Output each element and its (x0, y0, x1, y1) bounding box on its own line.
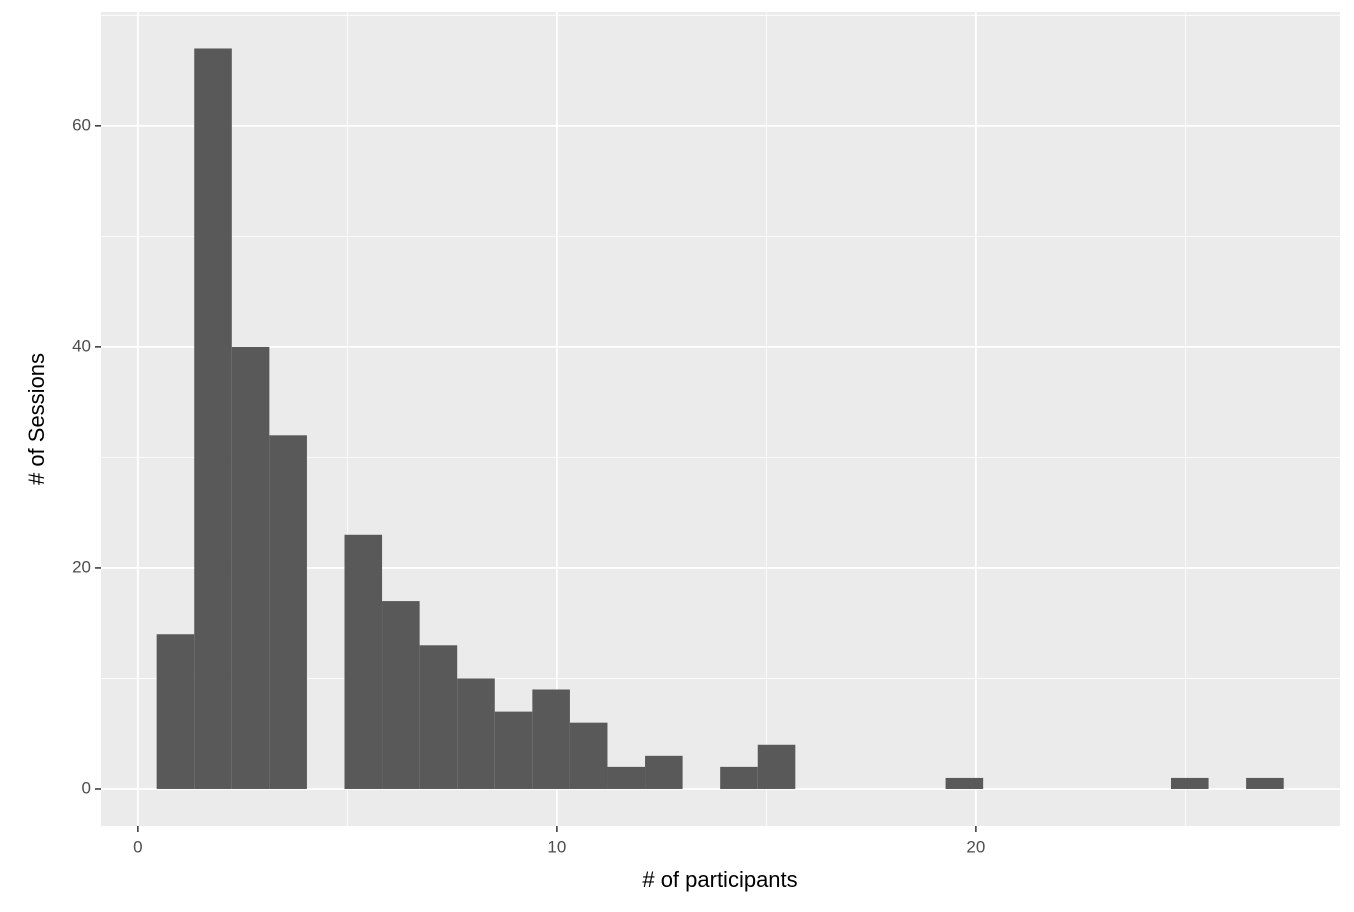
y-tick-label: 40 (72, 336, 91, 355)
bar (419, 645, 458, 789)
bar (945, 777, 984, 789)
bar (231, 346, 270, 789)
bar (1170, 777, 1209, 789)
x-tick-label: 10 (547, 837, 566, 856)
x-axis-title: # of participants (642, 867, 797, 892)
bar (645, 755, 683, 789)
bar (1246, 777, 1284, 789)
axes: 0 10 20 0 20 40 60 (72, 115, 985, 856)
bar (569, 722, 608, 789)
x-tick-label: 0 (133, 837, 142, 856)
bar (269, 435, 307, 789)
bar (494, 711, 533, 789)
panel (101, 12, 1340, 826)
y-tick-label: 0 (82, 778, 91, 797)
bar (607, 766, 646, 789)
bar (344, 534, 383, 789)
y-axis-title: # of Sessions (24, 353, 49, 485)
bar (757, 744, 796, 789)
bar (194, 48, 232, 789)
bar (457, 678, 495, 789)
y-tick-label: 20 (72, 557, 91, 576)
bars (156, 48, 1284, 789)
bar (156, 634, 195, 789)
bar (720, 766, 758, 789)
y-tick-label: 60 (72, 115, 91, 134)
x-tick-label: 20 (966, 837, 985, 856)
bar (532, 689, 570, 789)
bar (382, 601, 420, 789)
